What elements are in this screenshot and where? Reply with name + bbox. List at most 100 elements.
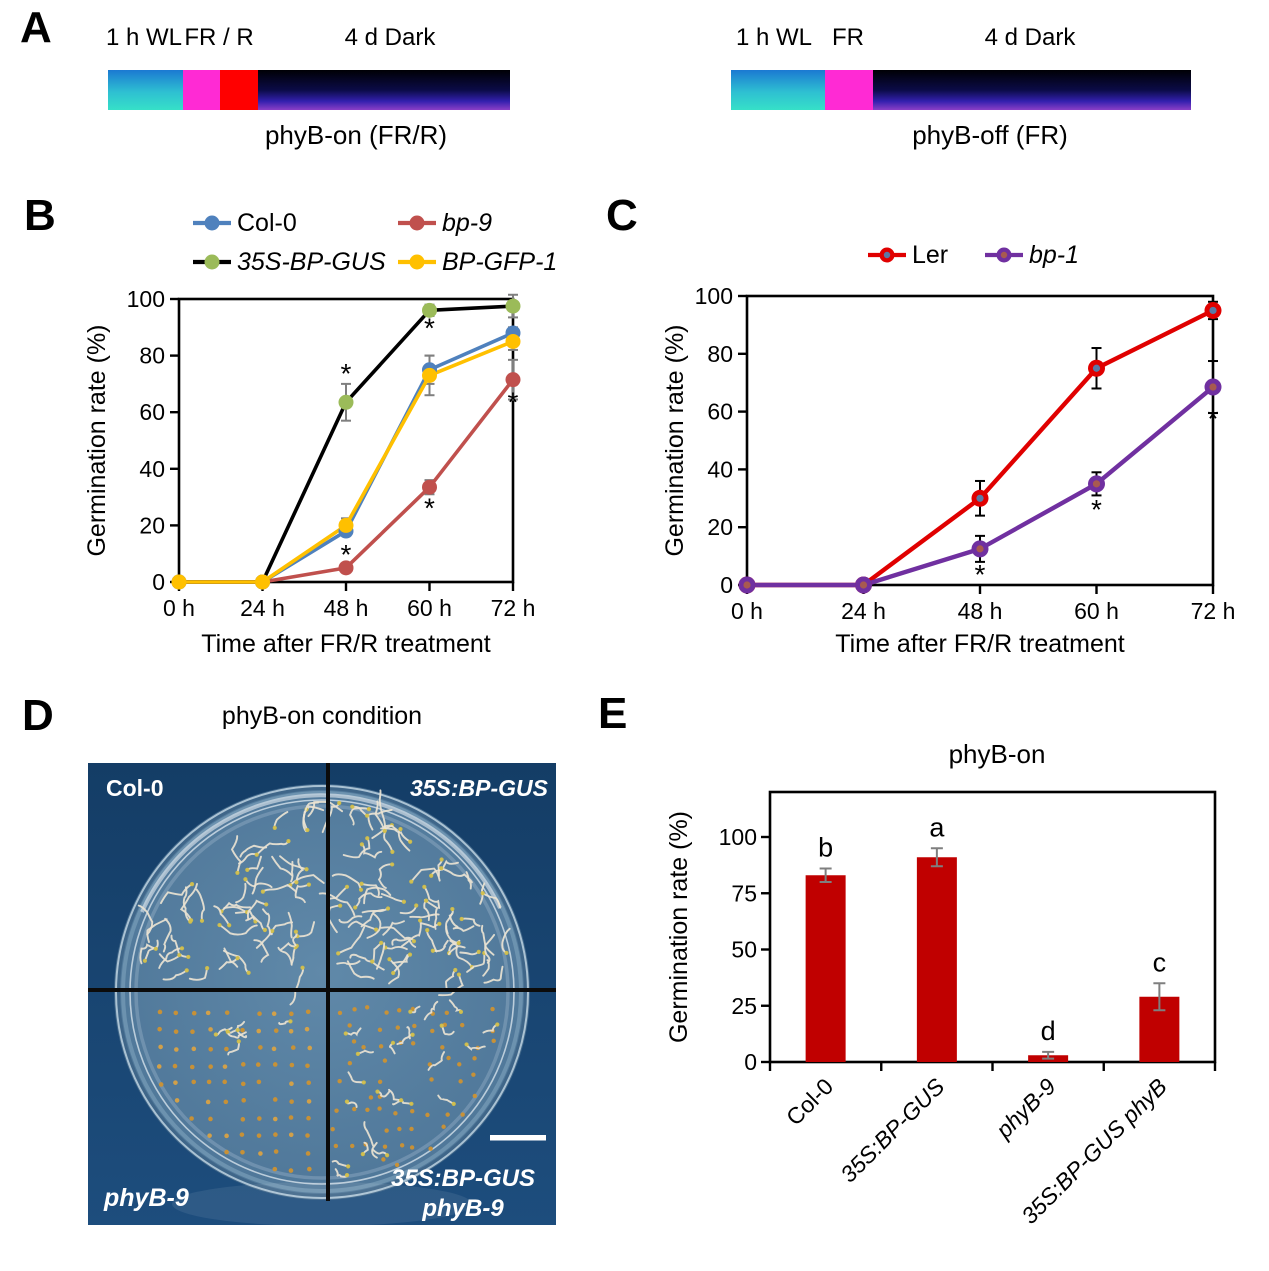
- caption-phyb-off: phyB-off (FR): [912, 120, 1068, 150]
- x-axis-label: Time after FR/R treatment: [835, 630, 1124, 658]
- light-segment-white-light: [108, 70, 183, 110]
- y-axis-label: Germination rate (%): [661, 324, 689, 556]
- legend: Col-0 bp-9 35S-BP-GUS BP-GFP-1: [193, 209, 557, 276]
- panel-e-letter: E: [598, 689, 628, 738]
- legend-label-bp-9: bp-9: [442, 209, 492, 237]
- data-point: [338, 394, 354, 410]
- y-tick-label: 0: [744, 1049, 757, 1075]
- sig-letter: a: [929, 812, 945, 842]
- panel-b-germination-line-chart: 0 20 40 60 80 100 0 h 24 h 48 h 60 h 72 h * * * * * Time…: [83, 209, 557, 658]
- panel-b-letter: B: [24, 191, 56, 240]
- data-point: [255, 574, 270, 590]
- light-segment-dark: [258, 70, 510, 110]
- legend: Ler bp-1: [868, 241, 1079, 269]
- asterisk: *: [341, 539, 352, 570]
- y-tick-label: 0: [152, 569, 165, 595]
- x-tick-label: 60 h: [407, 595, 452, 621]
- x-tick-label: 72 h: [491, 595, 536, 621]
- chart-title: phyB-on: [949, 739, 1046, 769]
- data-point: [422, 367, 437, 383]
- x-tick-label-phyb-9: phyB-9: [990, 1073, 1061, 1144]
- x-tick-label: 24 h: [841, 598, 886, 624]
- photo-label-phyb9: phyB-9: [104, 1184, 189, 1212]
- sig-letter: d: [1041, 1016, 1056, 1046]
- quadrant-divider-lines: [88, 763, 556, 1201]
- panel-d-letter: D: [22, 691, 54, 740]
- bar-35s-bp-gus: [916, 857, 957, 1062]
- y-tick-label: 60: [139, 399, 165, 425]
- seeds-and-seedlings-35s-bp-gus-phyb9: [330, 999, 500, 1178]
- asterisk: *: [975, 559, 986, 590]
- bar-col-0: [805, 875, 846, 1062]
- legend-label-35s-bp-gus: 35S-BP-GUS: [237, 248, 386, 276]
- y-tick-label: 25: [731, 993, 757, 1019]
- seedlings-col0: [137, 800, 344, 1006]
- photo-label-col0: Col-0: [106, 775, 164, 801]
- data-point: [422, 479, 437, 495]
- light-segment-red: [220, 70, 258, 110]
- asterisk: *: [1208, 403, 1219, 434]
- light-treatment-bar-left: [108, 70, 510, 110]
- seeds-phyb9: [156, 1009, 313, 1173]
- data-point: [505, 372, 521, 388]
- x-tick-label: 0 h: [163, 595, 195, 621]
- panel-c-germination-line-chart: 0 20 40 60 80 100 0 h 24 h 48 h 60 h 72 h * * * Time a…: [661, 241, 1236, 658]
- x-tick-label: 24 h: [240, 595, 285, 621]
- asterisk: *: [424, 313, 435, 344]
- sig-letter: c: [1153, 947, 1167, 977]
- x-tick-label: 0 h: [731, 598, 763, 624]
- light-segment-far-red: [825, 70, 873, 110]
- asterisk: *: [508, 386, 519, 417]
- data-point: [505, 298, 521, 314]
- y-tick-label: 0: [720, 572, 733, 598]
- photo-label-35s-bp-gus: 35S:BP-GUS: [409, 775, 548, 801]
- light-treatment-bar-right: [731, 70, 1191, 110]
- axes: 0 20 40 60 80 100 0 h 24 h 48 h 60 h 72 h: [127, 286, 536, 621]
- asterisk: *: [1091, 494, 1102, 525]
- light-segment-far-red: [183, 70, 220, 110]
- y-tick-label: 80: [707, 341, 733, 367]
- x-tick-label: 72 h: [1191, 598, 1236, 624]
- significance-asterisks: * * *: [975, 403, 1219, 590]
- light-segment-dark: [873, 70, 1191, 110]
- data-point: [171, 574, 187, 590]
- legend-label-ler: Ler: [912, 241, 948, 269]
- photo-label-35s-bp-gus-phyb9-line1: 35S:BP-GUS: [390, 1165, 536, 1192]
- axes: 0 20 40 60 80 100 0 h 24 h 48 h 60 h 72 h: [695, 283, 1236, 624]
- caption-phyb-on: phyB-on (FR/R): [264, 120, 448, 150]
- x-tick-label: 60 h: [1074, 598, 1119, 624]
- y-tick-label: 40: [707, 456, 733, 482]
- phase-label-wl-right: 1 h WL: [735, 24, 813, 51]
- legend-label-bp-gfp-1: BP-GFP-1: [442, 248, 557, 276]
- markers-bp-1: [738, 378, 1222, 594]
- x-tick-label: 48 h: [324, 595, 369, 621]
- y-tick-label: 75: [731, 880, 757, 906]
- y-tick-label: 60: [707, 399, 733, 425]
- y-tick-label: 20: [707, 514, 733, 540]
- y-axis-label: Germination rate (%): [665, 811, 693, 1043]
- phase-label-frr-left: FR / R: [184, 24, 254, 51]
- bars: b a d c: [805, 812, 1180, 1062]
- asterisk: *: [341, 358, 352, 389]
- photo-label-35s-bp-gus-phyb9: 35S:BP-GUS phyB-9: [368, 1164, 558, 1224]
- phase-label-wl-left: 1 h WL: [105, 24, 183, 51]
- asterisk: *: [424, 492, 435, 523]
- data-point: [505, 333, 521, 349]
- y-tick-label: 20: [139, 512, 165, 538]
- y-tick-label: 100: [719, 824, 757, 850]
- phase-label-dark-left: 4 d Dark: [344, 24, 436, 51]
- x-tick-label-col-0: Col-0: [781, 1073, 838, 1130]
- legend-label-col-0: Col-0: [237, 209, 297, 237]
- x-tick-label-35s-bp-gus: 35S:BP-GUS: [835, 1073, 950, 1188]
- panel-d-title: phyB-on condition: [221, 702, 423, 730]
- panel-a-letter: A: [20, 3, 52, 52]
- y-tick-label: 50: [731, 937, 757, 963]
- seedlings-35s-bp-gus: [318, 789, 511, 997]
- significance-asterisks: * * * * *: [341, 313, 519, 570]
- y-tick-label: 100: [695, 283, 733, 309]
- rim-highlight: [140, 793, 502, 913]
- y-tick-label: 80: [139, 343, 165, 369]
- legend-label-bp-1: bp-1: [1029, 241, 1079, 269]
